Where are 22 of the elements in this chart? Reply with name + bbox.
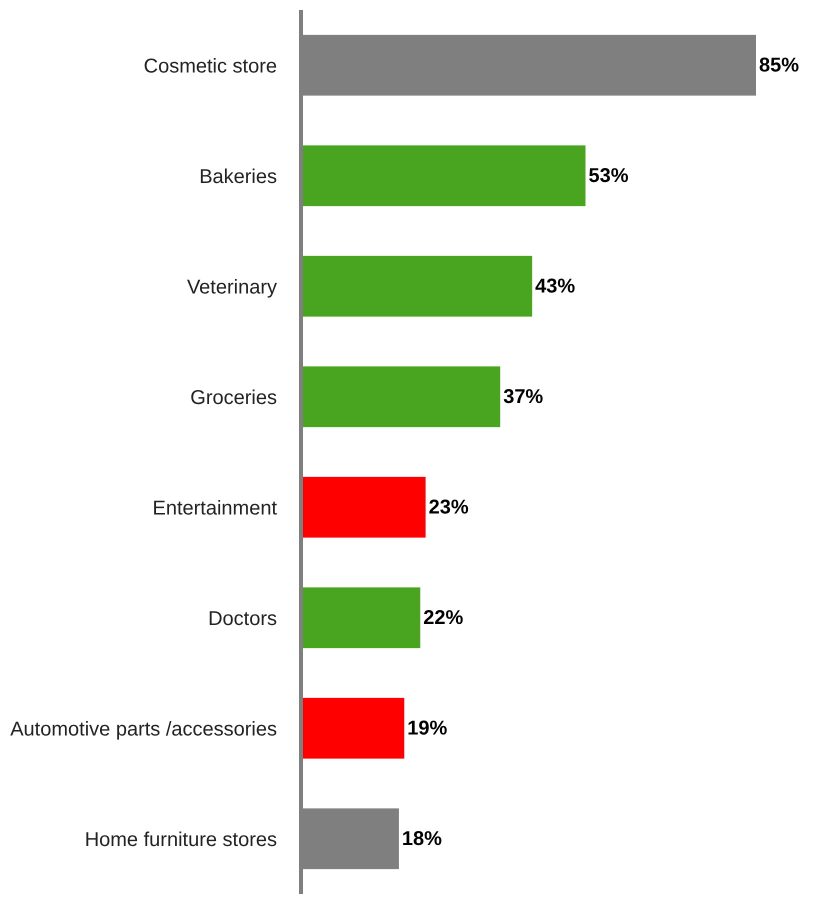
bar [303,476,426,538]
y-tick-label: Home furniture stores [84,828,277,851]
data-label: 19% [407,717,448,740]
bar [303,145,586,206]
y-tick-label: Veterinary [186,276,277,298]
y-tick-label: Groceries [190,386,277,409]
data-label: 43% [535,275,576,298]
bar [303,256,532,317]
y-tick-label: Automotive parts /accessories [10,718,277,740]
data-label: 37% [503,386,544,408]
y-tick-label: Doctors [208,608,277,630]
data-label: 22% [423,606,464,629]
y-tick-label: Bakeries [199,166,277,188]
y-tick-label: Cosmetic store [144,55,277,78]
y-tick-label: Entertainment [152,497,278,520]
data-label: 18% [402,828,442,850]
bar [303,366,500,428]
data-label: 53% [588,164,629,187]
data-label: 23% [428,496,469,518]
data-label: 85% [759,54,800,76]
bar [303,698,404,759]
bar [303,587,420,648]
